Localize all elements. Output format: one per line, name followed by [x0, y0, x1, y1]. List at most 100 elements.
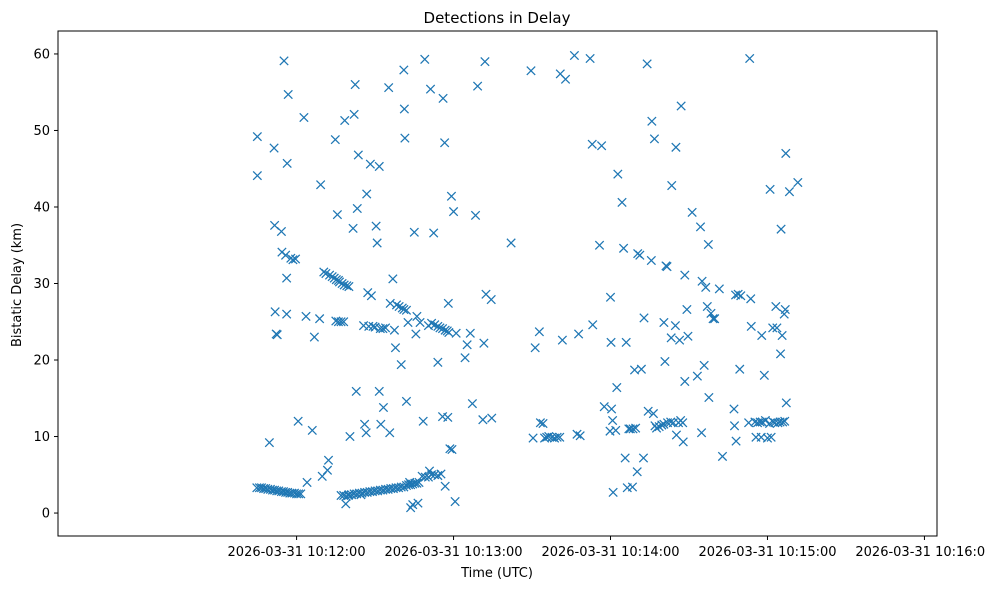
data-point: [443, 298, 453, 309]
data-point: [486, 294, 496, 305]
data-point: [544, 431, 554, 442]
data-point: [296, 489, 306, 499]
data-point: [560, 74, 571, 84]
data-point: [670, 320, 681, 331]
data-point: [314, 314, 325, 324]
data-point: [293, 416, 303, 426]
data-point: [412, 311, 422, 322]
data-point: [384, 82, 394, 93]
data-point: [294, 489, 304, 499]
data-point: [252, 170, 262, 181]
data-point: [276, 226, 287, 237]
data-point: [781, 148, 791, 159]
data-point: [676, 101, 686, 111]
data-point: [348, 223, 358, 234]
data-point: [704, 392, 714, 403]
data-point: [415, 317, 425, 328]
data-point: [401, 396, 412, 406]
y-tick-label: 20: [33, 354, 50, 369]
data-point: [611, 425, 621, 436]
data-point: [380, 323, 391, 333]
data-point: [425, 84, 436, 94]
data-point: [736, 291, 746, 301]
data-point: [479, 338, 489, 348]
data-point: [288, 255, 298, 265]
data-point: [437, 324, 448, 334]
data-point: [351, 386, 361, 397]
x-tick-label: 2026-03-31 10:16:00: [855, 545, 986, 560]
data-point: [467, 398, 478, 409]
data-point: [317, 471, 327, 481]
data-point: [667, 180, 677, 191]
data-point: [342, 281, 352, 291]
data-point: [695, 222, 706, 232]
data-point: [408, 499, 418, 510]
data-point: [413, 498, 423, 508]
data-point: [620, 453, 630, 463]
data-point: [451, 328, 461, 338]
data-point: [628, 424, 638, 434]
data-point: [264, 438, 275, 448]
data-point: [399, 65, 409, 75]
data-point: [389, 325, 400, 335]
data-point: [396, 359, 406, 370]
data-point: [530, 343, 540, 353]
data-point: [666, 417, 676, 427]
data-point: [472, 81, 483, 91]
data-point: [638, 453, 649, 463]
data-point: [528, 433, 538, 443]
data-point: [784, 187, 795, 197]
data-point: [632, 467, 642, 477]
data-point: [781, 398, 791, 408]
data-point: [460, 353, 470, 363]
data-point: [429, 228, 439, 238]
data-point: [433, 470, 443, 481]
data-point: [588, 320, 598, 330]
data-point: [366, 291, 377, 301]
data-point: [279, 56, 289, 66]
data-point: [282, 158, 292, 169]
data-point: [487, 413, 497, 423]
data-point: [606, 404, 617, 414]
y-tick-label: 10: [33, 430, 50, 445]
data-point: [654, 421, 664, 432]
data-point: [272, 330, 282, 340]
data-point: [444, 327, 454, 338]
data-point: [390, 343, 401, 353]
data-point: [618, 243, 629, 253]
data-point: [336, 317, 346, 327]
data-point: [793, 177, 803, 188]
data-point: [426, 318, 437, 328]
data-point: [270, 307, 280, 317]
data-point: [766, 432, 776, 442]
data-point: [374, 161, 384, 172]
data-point: [291, 489, 302, 499]
data-point: [430, 320, 440, 330]
data-point: [506, 238, 516, 248]
data-point: [370, 322, 380, 332]
data-point: [585, 53, 595, 64]
data-point: [575, 431, 585, 441]
data-point: [399, 304, 409, 315]
data-point: [324, 270, 335, 280]
data-point: [552, 432, 562, 442]
data-point: [678, 418, 688, 428]
data-point: [388, 274, 398, 284]
data-point: [282, 309, 292, 319]
y-tick-label: 60: [33, 47, 50, 62]
data-point: [403, 317, 413, 328]
data-point: [731, 436, 741, 446]
data-point: [630, 423, 641, 433]
data-point: [447, 444, 457, 455]
data-point: [757, 330, 767, 341]
data-point: [309, 332, 320, 342]
y-tick-label: 30: [33, 277, 50, 292]
data-point: [745, 53, 755, 64]
data-point: [399, 482, 409, 492]
data-point: [436, 469, 446, 479]
data-point: [299, 112, 309, 123]
data-point: [302, 477, 312, 488]
data-point: [780, 304, 790, 315]
data-point: [359, 419, 370, 429]
